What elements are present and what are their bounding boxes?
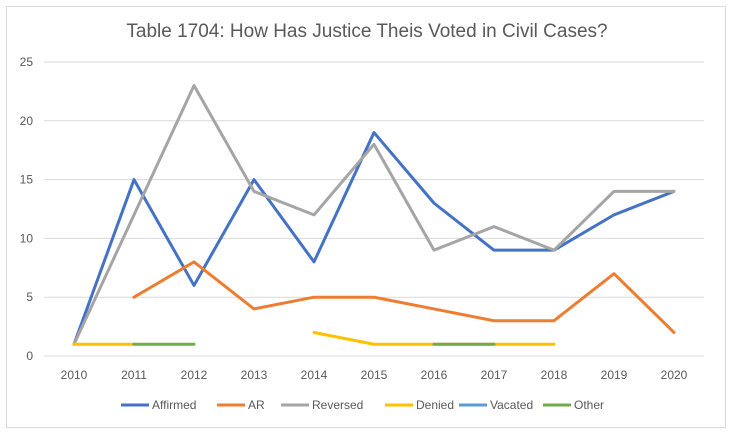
legend-item-vacated: Vacated <box>459 398 533 412</box>
x-tick-label: 2011 <box>121 368 147 382</box>
x-axis-ticks: 2010 2011 2012 2013 2014 2015 2016 2017 2018 2019… <box>61 368 688 382</box>
legend-label: Affirmed <box>152 398 196 412</box>
x-tick-label: 2010 <box>61 368 88 382</box>
chart-title: Table 1704: How Has Justice Theis Voted … <box>126 21 607 42</box>
series-denied <box>72 330 556 346</box>
legend-item-denied: Denied <box>385 398 454 412</box>
legend-label: Vacated <box>490 398 533 412</box>
x-tick-label: 2014 <box>301 368 328 382</box>
y-tick-label: 15 <box>20 173 34 187</box>
legend-label: AR <box>248 398 265 412</box>
x-tick-label: 2020 <box>661 368 688 382</box>
series-line-affirmed <box>72 131 676 346</box>
legend: Affirmed AR Reversed Denied Vacated Other <box>121 398 604 412</box>
y-tick-label: 0 <box>26 349 33 363</box>
legend-label: Other <box>574 398 604 412</box>
chart-frame <box>6 6 726 428</box>
legend-label: Reversed <box>312 398 363 412</box>
y-tick-label: 10 <box>20 231 34 245</box>
y-tick-label: 25 <box>20 55 34 69</box>
series-line-denied <box>312 330 556 346</box>
legend-item-reversed: Reversed <box>281 398 363 412</box>
gridlines <box>44 61 704 357</box>
series-ar <box>132 260 676 334</box>
y-tick-label: 5 <box>26 290 33 304</box>
x-tick-label: 2018 <box>541 368 568 382</box>
x-tick-label: 2013 <box>241 368 268 382</box>
x-tick-label: 2019 <box>601 368 628 382</box>
legend-item-ar: AR <box>217 398 265 412</box>
series-line-reversed <box>72 84 676 346</box>
x-tick-label: 2017 <box>481 368 508 382</box>
legend-item-affirmed: Affirmed <box>121 398 196 412</box>
x-tick-label: 2015 <box>361 368 388 382</box>
y-axis-ticks: 0 5 10 15 20 25 <box>20 55 34 363</box>
legend-item-other: Other <box>543 398 604 412</box>
legend-label: Denied <box>416 398 454 412</box>
y-tick-label: 20 <box>20 114 34 128</box>
x-tick-label: 2012 <box>181 368 208 382</box>
series-line-ar <box>132 260 676 334</box>
x-tick-label: 2016 <box>421 368 448 382</box>
series-lines <box>72 84 676 346</box>
series-reversed <box>72 84 676 346</box>
